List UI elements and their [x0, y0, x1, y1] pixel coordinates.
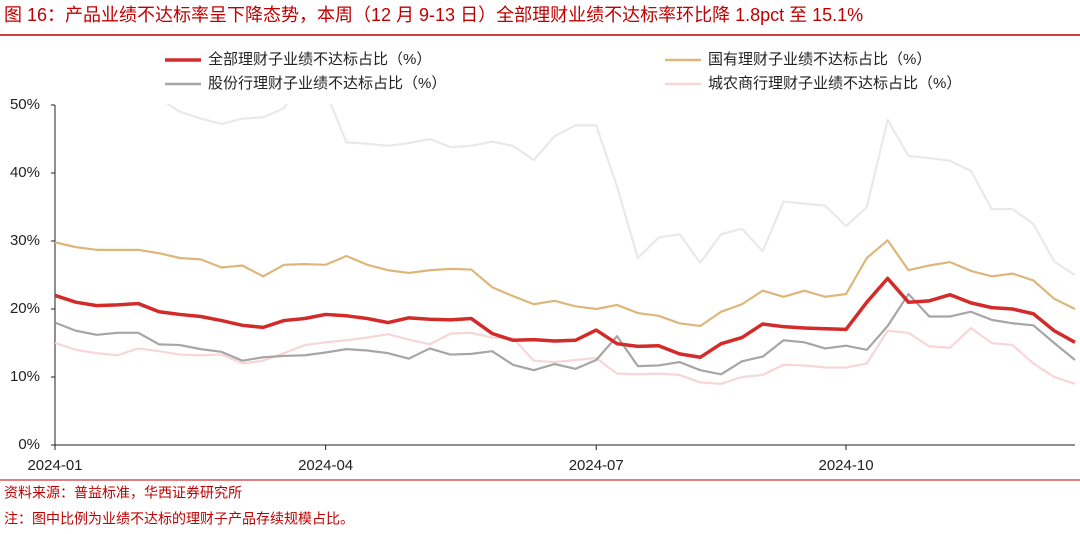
y-tick-label: 20%	[10, 300, 40, 317]
x-tick-label: 2024-10	[818, 457, 873, 474]
plot-area	[55, 104, 1076, 385]
x-tick-label: 2024-07	[569, 457, 624, 474]
x-tick-label: 2024-01	[27, 457, 82, 474]
y-tick-label: 30%	[10, 232, 40, 249]
series-line	[165, 104, 1076, 276]
y-tick-label: 0%	[18, 436, 40, 453]
series-line	[55, 239, 1076, 328]
legend-label: 城农商行理财子业绩不达标占比（%）	[708, 75, 961, 92]
y-tick-label: 40%	[10, 164, 40, 181]
legend-label: 国有理财子业绩不达标占比（%）	[708, 51, 931, 68]
x-tick-label: 2024-04	[298, 457, 353, 474]
legend-label: 股份行理财子业绩不达标占比（%）	[208, 75, 446, 92]
note: 注：图中比例为业绩不达标的理财子产品存续规模占比。	[4, 511, 354, 527]
series-line	[55, 292, 1076, 376]
series-line	[55, 326, 1076, 385]
y-tick-label: 10%	[10, 368, 40, 385]
source: 资料来源：普益标准，华西证券研究所	[4, 485, 242, 501]
chart-title: 图 16：产品业绩不达标率呈下降态势，本周（12 月 9-13 日）全部理财业绩…	[4, 5, 863, 25]
legend-label: 全部理财子业绩不达标占比（%）	[208, 50, 431, 68]
series-line	[55, 276, 1076, 360]
y-tick-label: 50%	[10, 96, 40, 113]
